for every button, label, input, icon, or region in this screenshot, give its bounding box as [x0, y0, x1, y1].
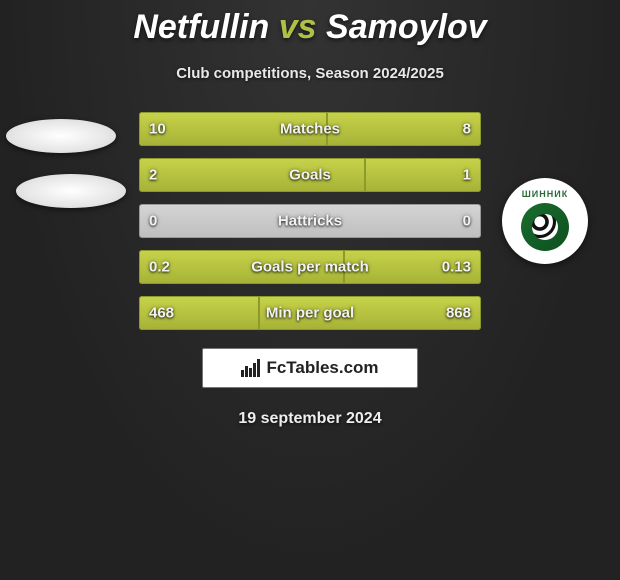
stat-row: 10 8 Matches — [0, 112, 620, 146]
branding-text: FcTables.com — [266, 358, 378, 378]
stat-row: 2 1 Goals — [0, 158, 620, 192]
bar-chart-icon — [241, 359, 260, 377]
stat-value-left: 468 — [149, 305, 174, 322]
stat-value-right: 0.13 — [442, 259, 471, 276]
stat-value-right: 1 — [463, 167, 471, 184]
vs-label: vs — [279, 8, 317, 46]
player1-name: Netfullin — [133, 8, 269, 46]
page-title: Netfullin vs Samoylov — [0, 0, 620, 47]
subtitle: Club competitions, Season 2024/2025 — [0, 65, 620, 82]
stats-container: 10 8 Matches 2 1 Goals 0 0 Hattricks 0.2 0.13 Goals… — [0, 112, 620, 330]
stat-value-right: 868 — [446, 305, 471, 322]
stat-value-left: 2 — [149, 167, 157, 184]
stat-value-right: 0 — [463, 213, 471, 230]
stat-label: Goals per match — [251, 259, 369, 276]
stat-bar: 468 868 Min per goal — [139, 296, 481, 330]
stat-label: Matches — [280, 121, 340, 138]
date-label: 19 september 2024 — [0, 410, 620, 428]
player2-name: Samoylov — [326, 8, 487, 46]
stat-value-left: 0 — [149, 213, 157, 230]
stat-label: Goals — [289, 167, 331, 184]
stat-value-left: 10 — [149, 121, 166, 138]
branding-box: FcTables.com — [202, 348, 418, 388]
stat-bar: 0.2 0.13 Goals per match — [139, 250, 481, 284]
stat-value-right: 8 — [463, 121, 471, 138]
stat-row: 0.2 0.13 Goals per match — [0, 250, 620, 284]
stat-label: Hattricks — [278, 213, 342, 230]
stat-bar: 10 8 Matches — [139, 112, 481, 146]
stat-row: 0 0 Hattricks — [0, 204, 620, 238]
stat-bar: 0 0 Hattricks — [139, 204, 481, 238]
stat-label: Min per goal — [266, 305, 354, 322]
stat-bar: 2 1 Goals — [139, 158, 481, 192]
stat-bar-right-fill — [327, 112, 481, 146]
stat-value-left: 0.2 — [149, 259, 170, 276]
stat-row: 468 868 Min per goal — [0, 296, 620, 330]
